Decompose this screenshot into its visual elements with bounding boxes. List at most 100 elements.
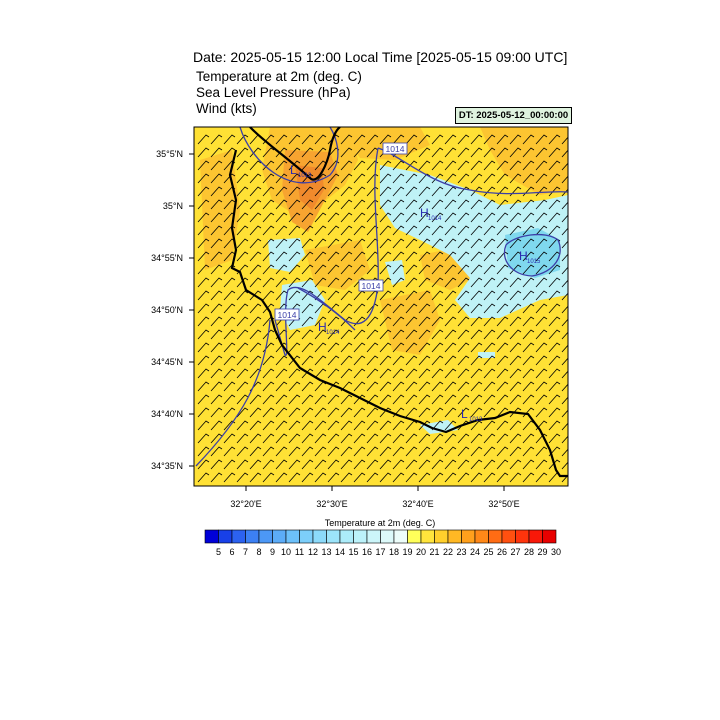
wind-barb [431,381,444,392]
wind-barb [457,186,470,197]
colorbar-tick-label: 17 [375,547,385,557]
wind-barb [431,368,444,379]
wind-barb [509,199,522,210]
wind-barb [522,199,535,210]
wind-barb [249,238,262,249]
wind-barb [431,433,444,444]
wind-barb [275,381,288,392]
wind-barb [340,147,353,158]
wind-barb [418,160,431,171]
wind-barb [236,303,249,314]
wind-barb [340,433,353,444]
wind-barb [561,396,568,405]
wind-barb [197,368,210,379]
wind-barb [327,225,340,236]
wind-barb [288,264,301,275]
wind-barb [301,459,314,470]
wind-barb [509,251,522,262]
wind-barb [197,134,210,145]
wind-barb [535,147,548,158]
wind-barb [275,186,288,197]
wind-barb [496,277,509,288]
wind-barb [496,303,509,314]
wind-barb [366,134,379,145]
wind-barb [483,277,496,288]
wind-barb [431,134,444,145]
wind-barb [548,277,561,288]
colorbar-swatch [488,529,503,544]
wind-barb [483,459,496,470]
wind-barb [353,251,366,262]
colorbar-tick-label: 7 [243,547,248,557]
wind-barb [314,459,327,470]
wind-barb [379,316,392,327]
wind-barb [223,420,236,431]
colorbar-swatch [366,529,381,544]
wind-barb [210,264,223,275]
wind-barb [327,433,340,444]
wind-barb [444,355,457,366]
wind-barb [561,409,568,418]
wind-barb [496,147,509,158]
wind-barb [288,394,301,405]
wind-barb [223,407,236,418]
wind-barb [340,407,353,418]
colorbar-tick-label: 26 [497,547,507,557]
wind-barb [379,212,392,223]
lat-label: 34°40'N [151,409,183,419]
wind-barb [522,368,535,379]
wind-barb [379,446,392,457]
wind-barb [522,394,535,405]
wind-barb [236,394,249,405]
colorbar-swatch [447,529,462,544]
wind-barb [457,134,470,145]
wind-barb [197,277,210,288]
wind-barb [379,225,392,236]
map-frame [193,126,569,487]
wind-barb [457,225,470,236]
wind-barb [366,355,379,366]
wind-barb [353,186,366,197]
wind-barb [470,342,483,353]
lat-label: 34°55'N [151,253,183,263]
wind-barb [496,420,509,431]
wind-barb [457,446,470,457]
colorbar-swatch [434,529,449,544]
wind-barb [535,238,548,249]
wind-barb [522,147,535,158]
wind-barb [496,264,509,275]
wind-barb [535,199,548,210]
wind-barb [301,277,314,288]
isobar-label: 1014 [386,144,405,154]
wind-barb [353,264,366,275]
wind-barb [210,225,223,236]
wind-barb [548,433,561,444]
wind-barb [262,277,275,288]
wind-barb [418,303,431,314]
wind-barb [483,212,496,223]
wind-barb [392,368,405,379]
wind-barb [379,433,392,444]
wind-barb [249,173,262,184]
wind-barb [275,368,288,379]
wind-barb [301,186,314,197]
colorbar-swatch [204,529,219,544]
wind-barb [366,329,379,340]
colorbar-swatch [461,529,476,544]
wind-barb [236,134,249,145]
wind-barb [496,134,509,145]
wind-barb [314,147,327,158]
wind-barb [418,329,431,340]
wind-barb [561,305,568,314]
wind-barb [275,420,288,431]
colorbar-swatch [231,529,246,544]
wind-barb [483,238,496,249]
wind-barb [366,433,379,444]
wind-barb [288,199,301,210]
wind-barb [561,188,568,197]
wind-barb [249,186,262,197]
wind-barb [275,160,288,171]
wind-barb [275,459,288,470]
wind-barb [535,446,548,457]
wind-barb [327,186,340,197]
